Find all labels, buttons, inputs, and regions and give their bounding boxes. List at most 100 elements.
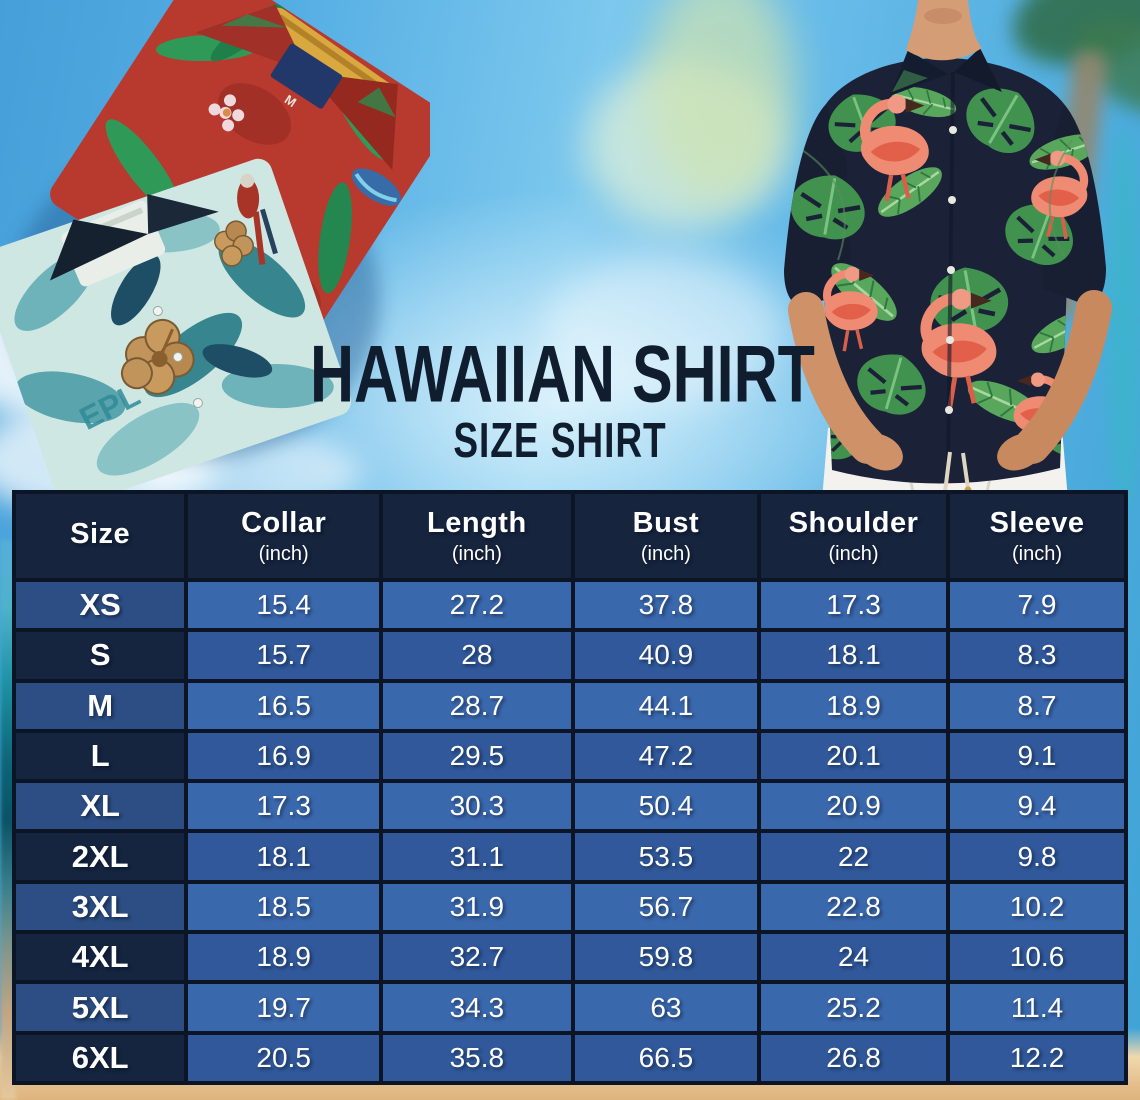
value-cell: 28.7	[378, 678, 575, 733]
value-cell: 37.8	[570, 577, 762, 633]
column-header-sleeve: Sleeve (inch)	[946, 490, 1128, 582]
page-title: HAWAIIAN SHIRT	[310, 328, 815, 419]
column-unit: (inch)	[1012, 542, 1063, 565]
table-row: 5XL 19.7 34.3 63 25.2 11.4	[11, 980, 1128, 1035]
value-cell: 12.2	[946, 1030, 1128, 1086]
value-cell: 30.3	[378, 779, 575, 834]
size-cell: M	[11, 678, 189, 733]
size-cell: S	[11, 628, 189, 683]
value-cell: 8.7	[946, 678, 1128, 733]
column-header-size: Size	[11, 490, 189, 582]
column-header-collar: Collar (inch)	[184, 490, 383, 582]
value-cell: 27.2	[378, 577, 575, 633]
value-cell: 47.2	[570, 728, 762, 784]
value-cell: 18.9	[757, 678, 951, 733]
column-label: Size	[70, 518, 131, 550]
table-row: 3XL 18.5 31.9 56.7 22.8 10.2	[11, 879, 1128, 935]
cloud	[545, 255, 785, 405]
model-neck	[906, 0, 982, 61]
value-cell: 26.8	[757, 1030, 951, 1086]
ocean-band	[1108, 130, 1140, 510]
title-block: HAWAIIAN SHIRT SIZE SHIRT	[310, 334, 815, 466]
size-cell: L	[11, 728, 189, 784]
column-label: Sleeve	[989, 506, 1085, 539]
value-cell: 59.8	[570, 930, 762, 985]
value-cell: 31.1	[378, 829, 575, 884]
table-header-row: Size Collar (inch) Length (inch) Bust (inch…	[11, 490, 1128, 582]
value-cell: 20.5	[184, 1030, 383, 1086]
table-row: 6XL 20.5 35.8 66.5 26.8 12.2	[11, 1030, 1128, 1086]
size-cell: 4XL	[11, 930, 189, 985]
value-cell: 22.8	[757, 879, 951, 935]
value-cell: 18.1	[757, 628, 951, 683]
value-cell: 20.1	[757, 728, 951, 784]
value-cell: 18.1	[184, 829, 383, 884]
table-row: 2XL 18.1 31.1 53.5 22 9.8	[11, 829, 1128, 884]
value-cell: 35.8	[378, 1030, 575, 1086]
column-header-length: Length (inch)	[378, 490, 575, 582]
column-unit: (inch)	[640, 542, 691, 565]
column-unit: (inch)	[451, 542, 502, 565]
value-cell: 50.4	[570, 779, 762, 834]
value-cell: 34.3	[378, 980, 575, 1035]
value-cell: 40.9	[570, 628, 762, 683]
size-chart: Size Collar (inch) Length (inch) Bust (inch…	[11, 490, 1128, 1086]
column-unit: (inch)	[828, 542, 879, 565]
size-table: Size Collar (inch) Length (inch) Bust (inch…	[11, 490, 1128, 1086]
teal-hawaiian-shirt: EPL	[0, 158, 352, 500]
value-cell: 29.5	[378, 728, 575, 784]
table-row: XS 15.4 27.2 37.8 17.3 7.9	[11, 577, 1128, 633]
value-cell: 17.3	[184, 779, 383, 834]
column-unit: (inch)	[258, 542, 309, 565]
value-cell: 15.7	[184, 628, 383, 683]
column-header-shoulder: Shoulder (inch)	[757, 490, 951, 582]
value-cell: 20.9	[757, 779, 951, 834]
column-label: Collar	[241, 506, 327, 539]
value-cell: 9.4	[946, 779, 1128, 834]
size-cell: 5XL	[11, 980, 189, 1035]
value-cell: 7.9	[946, 577, 1128, 633]
table-row: L 16.9 29.5 47.2 20.1 9.1	[11, 728, 1128, 784]
value-cell: 18.9	[184, 930, 383, 985]
size-table-body: XS 15.4 27.2 37.8 17.3 7.9 S 15.7 28 40.9 18.1 8.3 M…	[11, 577, 1128, 1086]
value-cell: 56.7	[570, 879, 762, 935]
value-cell: 11.4	[946, 980, 1128, 1035]
value-cell: 53.5	[570, 829, 762, 884]
table-row: S 15.7 28 40.9 18.1 8.3	[11, 628, 1128, 683]
value-cell: 44.1	[570, 678, 762, 733]
size-cell: 2XL	[11, 829, 189, 884]
value-cell: 10.6	[946, 930, 1128, 985]
tropical-pattern	[786, 74, 1104, 469]
value-cell: 16.5	[184, 678, 383, 733]
value-cell: 9.1	[946, 728, 1128, 784]
value-cell: 22	[757, 829, 951, 884]
column-label: Shoulder	[788, 506, 919, 539]
folded-shirts-photo: M	[0, 0, 430, 500]
value-cell: 9.8	[946, 829, 1128, 884]
value-cell: 17.3	[757, 577, 951, 633]
table-row: 4XL 18.9 32.7 59.8 24 10.6	[11, 930, 1128, 985]
value-cell: 16.9	[184, 728, 383, 784]
size-cell: XL	[11, 779, 189, 834]
table-row: M 16.5 28.7 44.1 18.9 8.7	[11, 678, 1128, 733]
value-cell: 32.7	[378, 930, 575, 985]
value-cell: 19.7	[184, 980, 383, 1035]
palm-blur	[645, 0, 795, 200]
value-cell: 25.2	[757, 980, 951, 1035]
value-cell: 18.5	[184, 879, 383, 935]
size-cell: XS	[11, 577, 189, 633]
column-label: Bust	[632, 506, 700, 539]
flamingo-shirt	[784, 48, 1106, 484]
model-photo	[784, 0, 1112, 500]
value-cell: 24	[757, 930, 951, 985]
value-cell: 8.3	[946, 628, 1128, 683]
value-cell: 66.5	[570, 1030, 762, 1086]
size-cell: 3XL	[11, 879, 189, 935]
page-subtitle: SIZE SHIRT	[453, 414, 667, 469]
value-cell: 15.4	[184, 577, 383, 633]
value-cell: 10.2	[946, 879, 1128, 935]
value-cell: 31.9	[378, 879, 575, 935]
column-header-bust: Bust (inch)	[570, 490, 762, 582]
model-arms	[788, 290, 1112, 471]
